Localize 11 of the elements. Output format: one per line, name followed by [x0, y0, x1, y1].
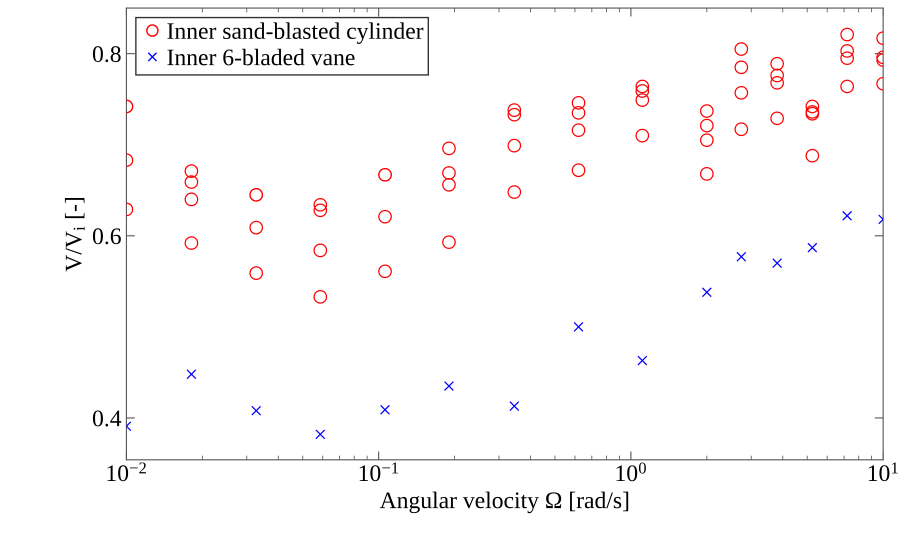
x-tick-label: 10$^{−1}$: [360, 462, 398, 482]
x-tick-label: 10$^{1}$: [868, 462, 898, 482]
y-tick-label: 0.8: [92, 46, 121, 62]
x-tick-label: 10$^{−2}$: [107, 462, 146, 482]
y-axis-title: V/V$_{i}$ [-]: [64, 198, 85, 272]
x-axis-title: Angular velocity Ω [rad/s]: [380, 492, 628, 514]
y-tick-label: 0.4: [92, 410, 122, 426]
y-tick-label: 0.6: [92, 228, 121, 244]
legend-label: Inner sand-blasted cylinder: [167, 22, 424, 44]
legend-label: Inner 6-bladed vane: [167, 48, 355, 66]
x-tick-label: 10$^{0}$: [616, 462, 646, 482]
